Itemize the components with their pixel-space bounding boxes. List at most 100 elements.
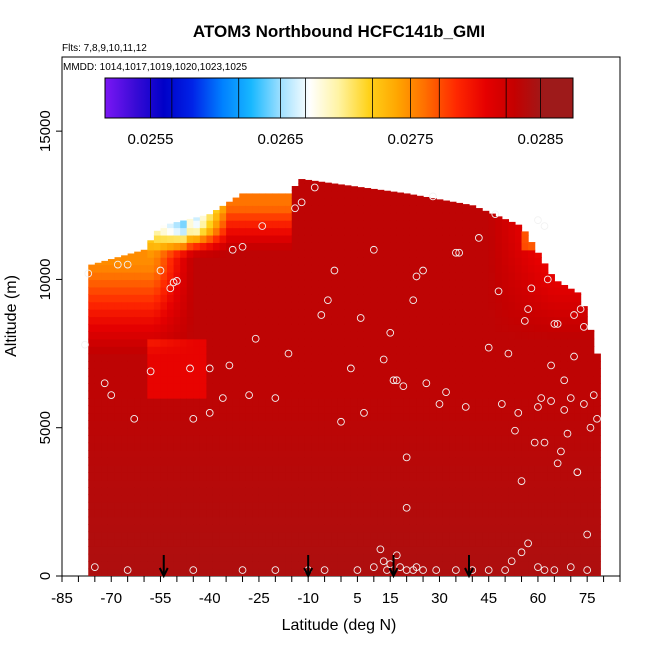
heatmap-cell xyxy=(258,412,267,421)
heatmap-cell xyxy=(114,442,122,451)
heatmap-cell xyxy=(245,427,253,436)
heatmap-cell xyxy=(186,294,194,303)
heatmap-cell xyxy=(278,360,286,369)
heatmap-cell xyxy=(442,509,450,518)
heatmap-cell xyxy=(416,398,424,407)
heatmap-cell xyxy=(114,286,122,295)
heatmap-cell xyxy=(226,464,234,473)
heatmap-cell xyxy=(377,301,385,310)
heatmap-cell xyxy=(258,494,267,503)
heatmap-cell xyxy=(134,398,142,407)
heatmap-cell xyxy=(180,272,188,281)
sample-point xyxy=(297,198,306,207)
heatmap-cell xyxy=(423,234,431,243)
heatmap-cell xyxy=(272,479,280,488)
heatmap-cell xyxy=(278,472,286,481)
heatmap-cell xyxy=(370,294,378,303)
heatmap-cell xyxy=(291,316,299,325)
heatmap-cell xyxy=(199,398,208,407)
heatmap-cell xyxy=(482,449,490,458)
heatmap-cell xyxy=(258,338,267,347)
heatmap-cell xyxy=(514,272,523,281)
heatmap-cell xyxy=(482,531,490,540)
heatmap-cell xyxy=(403,193,411,199)
sample-point xyxy=(330,266,339,275)
heatmap-cell xyxy=(508,368,516,377)
heatmap-cell xyxy=(311,197,319,206)
heatmap-cell xyxy=(574,561,582,570)
heatmap-cell xyxy=(534,568,542,576)
heatmap-cell xyxy=(442,427,450,436)
heatmap-cell xyxy=(462,331,470,340)
heatmap-cell xyxy=(363,338,372,347)
heatmap-cell xyxy=(357,227,365,236)
heatmap-cell xyxy=(147,509,155,518)
heatmap-cell xyxy=(127,360,135,369)
heatmap-cell xyxy=(370,309,378,318)
heatmap-cell xyxy=(462,568,470,576)
heatmap-cell xyxy=(304,346,313,355)
heatmap-cell xyxy=(252,323,260,332)
heatmap-cell xyxy=(304,375,313,384)
heatmap-cell xyxy=(245,242,253,251)
heatmap-cell xyxy=(508,464,516,473)
heatmap-cell xyxy=(180,227,188,236)
heatmap-cell xyxy=(449,538,457,547)
heatmap-cell xyxy=(574,568,582,576)
heatmap-cell xyxy=(593,516,601,525)
heatmap-cell xyxy=(88,568,96,576)
heatmap-cell xyxy=(324,449,332,458)
heatmap-cell xyxy=(101,568,109,576)
heatmap-cell xyxy=(291,398,299,407)
heatmap-cell xyxy=(167,487,175,496)
heatmap-cell xyxy=(239,309,247,318)
heatmap-cell xyxy=(429,449,437,458)
heatmap-cell xyxy=(219,538,227,547)
heatmap-cell xyxy=(180,494,188,503)
heatmap-cell xyxy=(199,561,208,570)
heatmap-cell xyxy=(521,479,529,488)
heatmap-cell xyxy=(173,435,181,444)
heatmap-cell xyxy=(390,516,398,525)
heatmap-cell xyxy=(350,220,359,229)
heatmap-cell xyxy=(193,272,201,281)
heatmap-cell xyxy=(226,286,234,295)
heatmap-cell xyxy=(193,316,201,325)
heatmap-cell xyxy=(153,353,162,362)
heatmap-cell xyxy=(291,301,299,310)
heatmap-cell xyxy=(541,472,549,481)
heatmap-cell xyxy=(180,294,188,303)
heatmap-cell xyxy=(469,524,477,533)
heatmap-cell xyxy=(495,420,503,429)
x-tick-label: 5 xyxy=(353,590,361,607)
heatmap-cell xyxy=(396,390,404,399)
heatmap-cell xyxy=(193,383,201,392)
heatmap-cell xyxy=(541,405,549,414)
heatmap-cell xyxy=(350,464,359,473)
heatmap-cell xyxy=(508,568,516,576)
heatmap-cell xyxy=(304,487,313,496)
sample-point xyxy=(550,566,559,574)
heatmap-cell xyxy=(285,501,293,510)
heatmap-cell xyxy=(121,323,129,332)
heatmap-cell xyxy=(212,509,221,518)
heatmap-cell xyxy=(140,442,148,451)
heatmap-cell xyxy=(580,494,588,503)
heatmap-cell xyxy=(455,257,464,266)
heatmap-cell xyxy=(304,383,313,392)
heatmap-cell xyxy=(167,390,175,399)
heatmap-cell xyxy=(541,487,549,496)
heatmap-cell xyxy=(304,323,313,332)
heatmap-cell xyxy=(193,398,201,407)
heatmap-cell xyxy=(495,464,503,473)
x-tick-label: -55 xyxy=(150,590,172,607)
heatmap-cell xyxy=(206,449,214,458)
heatmap-cell xyxy=(206,338,214,347)
heatmap-cell xyxy=(94,412,102,421)
heatmap-cell xyxy=(140,464,148,473)
heatmap-cell xyxy=(324,212,332,221)
heatmap-cell xyxy=(508,449,516,458)
heatmap-cell xyxy=(278,331,286,340)
heatmap-cell xyxy=(298,190,306,199)
heatmap-cell xyxy=(363,553,372,562)
